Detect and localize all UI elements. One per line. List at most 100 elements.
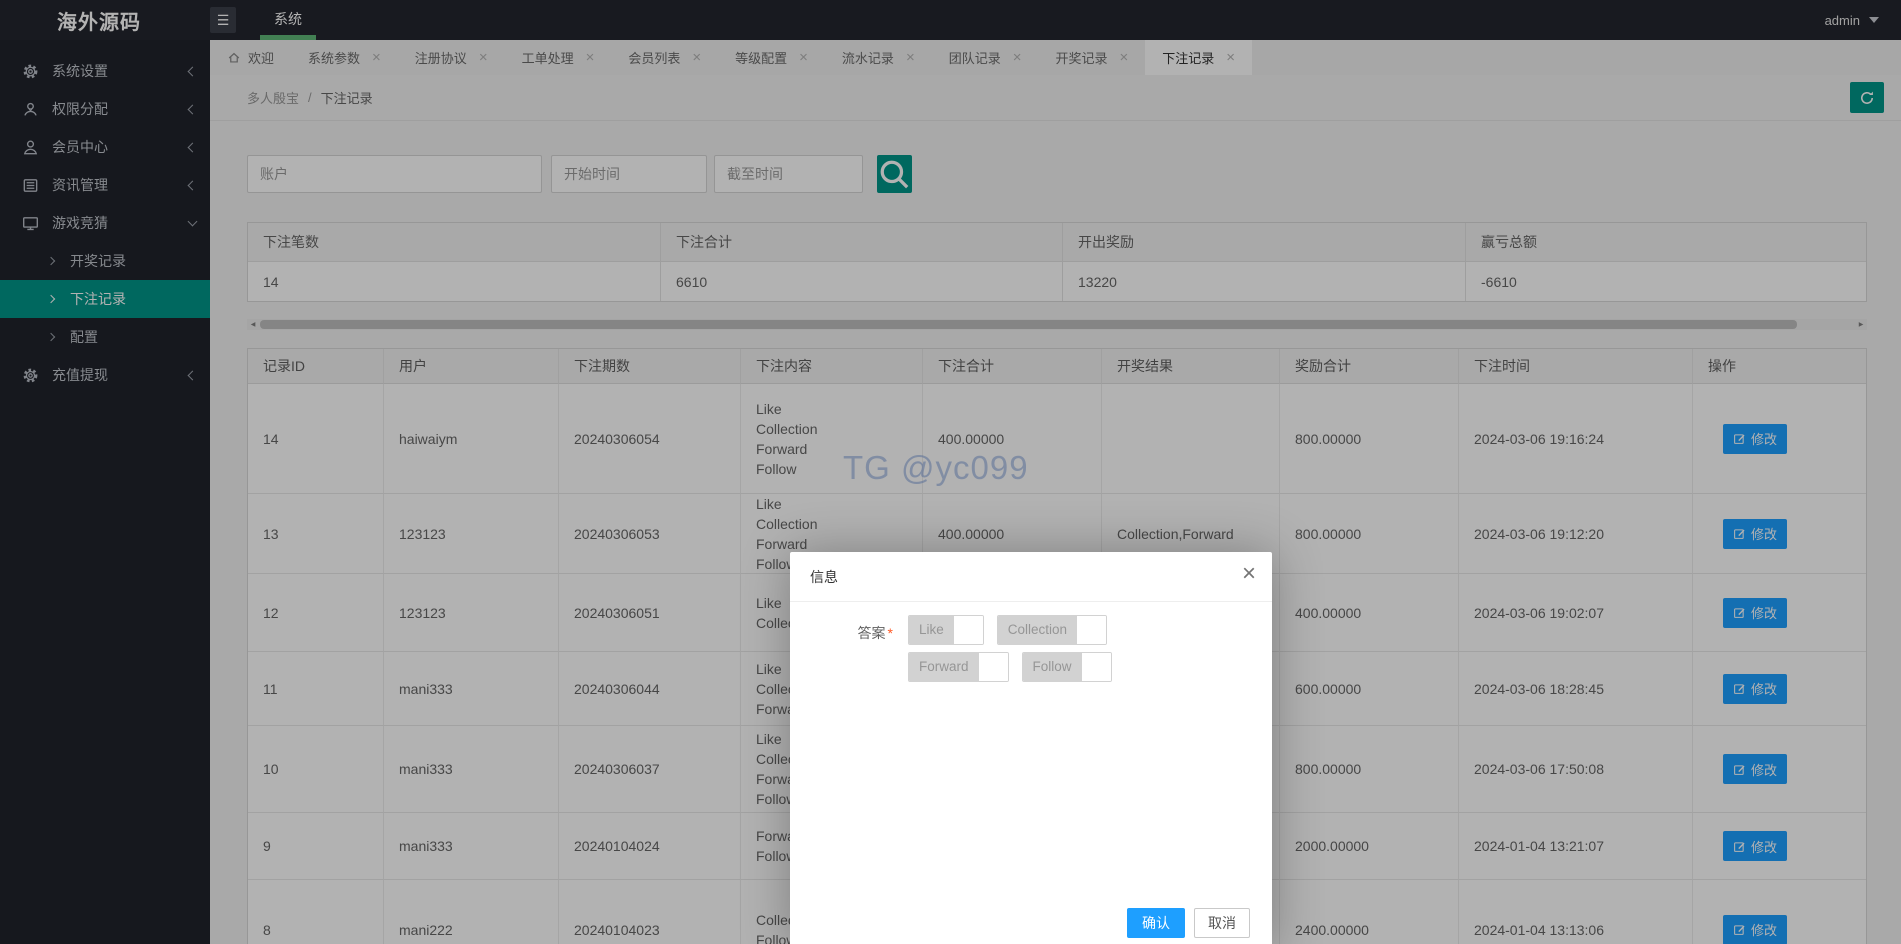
cell-period: 20240306044 — [559, 652, 741, 726]
edit-button[interactable]: 修改 — [1723, 518, 1788, 549]
edit-button[interactable]: 修改 — [1723, 831, 1788, 861]
app-logo: 海外源码 — [57, 11, 141, 34]
cancel-button[interactable]: 取消 — [1194, 908, 1250, 938]
answer-checkbox-forward[interactable]: Forward — [908, 652, 1009, 682]
edit-button[interactable]: 修改 — [1723, 914, 1788, 944]
cell-record-id: 10 — [248, 726, 384, 813]
column-header: 奖励合计 — [1280, 349, 1459, 384]
answer-checkbox-like[interactable]: Like — [908, 615, 984, 645]
cell-period: 20240306053 — [559, 494, 741, 574]
tab[interactable]: 注册协议 × — [398, 40, 505, 75]
search-button[interactable] — [877, 155, 912, 193]
sidebar-item-monitor[interactable]: 游戏竞猜 — [0, 204, 210, 242]
account-input[interactable] — [247, 155, 542, 193]
edit-icon — [1734, 764, 1745, 775]
bet-content-line: Forward — [756, 535, 808, 552]
edit-button[interactable]: 修改 — [1723, 673, 1788, 704]
tab[interactable]: 团队记录 × — [932, 40, 1039, 75]
confirm-button[interactable]: 确认 — [1127, 908, 1185, 938]
tab[interactable]: 下注记录 × — [1145, 40, 1253, 75]
answer-checkbox-follow[interactable]: Follow — [1021, 652, 1112, 682]
sidebar-subitem[interactable]: 开奖记录 — [0, 242, 210, 280]
summary-header: 下注笔数 — [248, 223, 661, 261]
cell-period: 20240306051 — [559, 574, 741, 652]
cell-actions: 修改 — [1693, 384, 1866, 494]
end-time-input[interactable] — [714, 155, 863, 193]
tab-close-icon[interactable]: × — [905, 49, 915, 66]
user-menu[interactable]: admin — [1824, 12, 1860, 28]
refresh-button[interactable] — [1850, 82, 1884, 113]
tab-close-icon[interactable]: × — [478, 49, 488, 66]
sidebar-item-user-badge[interactable]: 权限分配 — [0, 90, 210, 128]
sidebar-item-news[interactable]: 资讯管理 — [0, 166, 210, 204]
start-time-input[interactable] — [551, 155, 707, 193]
tab-close-icon[interactable]: × — [799, 49, 808, 66]
tab-label: 注册协议 — [414, 51, 467, 66]
breadcrumb-parent[interactable]: 多人殷宝 — [247, 91, 300, 106]
horizontal-scrollbar[interactable]: ◀ ▶ — [247, 319, 1867, 330]
hamburger-menu-icon[interactable]: ☰ — [210, 7, 236, 33]
table-row: 9 mani333 20240104024 Forward Follow 2000… — [248, 813, 1866, 880]
tab[interactable]: 等级配置 × — [718, 40, 825, 75]
scrollbar-thumb[interactable] — [260, 320, 1797, 329]
tab-label: 等级配置 — [735, 51, 788, 66]
sidebar-item-label: 会员中心 — [52, 139, 108, 155]
edit-icon — [1734, 684, 1745, 694]
tab-close-icon[interactable]: × — [692, 49, 702, 66]
cell-reward: 800.00000 — [1280, 494, 1459, 574]
checkbox-label: Follow — [1022, 653, 1082, 681]
tab[interactable]: 系统参数 × — [291, 40, 398, 75]
tab-label: 流水记录 — [841, 51, 894, 66]
sidebar-item-gear[interactable]: 系统设置 — [0, 52, 210, 90]
tab[interactable]: 开奖记录 × — [1038, 40, 1145, 75]
cell-actions: 修改 — [1693, 813, 1866, 880]
scroll-left-arrow-icon[interactable]: ◀ — [250, 322, 256, 328]
bet-content-line: Follow — [756, 931, 797, 944]
cell-time: 2024-01-04 13:21:07 — [1459, 813, 1693, 880]
tab-close-icon[interactable]: × — [1119, 49, 1129, 66]
tab-close-icon[interactable]: × — [372, 49, 381, 66]
edit-button-label: 修改 — [1751, 432, 1778, 447]
edit-button[interactable]: 修改 — [1723, 423, 1788, 454]
edit-button-label: 修改 — [1751, 762, 1778, 778]
checkbox-box[interactable] — [978, 653, 1008, 681]
tab-close-icon[interactable]: × — [1012, 49, 1022, 66]
table-row: 11 mani333 20240306044 Like Collection For… — [248, 652, 1866, 726]
close-icon[interactable]: × — [1241, 560, 1256, 587]
bet-content-line: Follow — [756, 848, 797, 864]
cell-reward: 2000.00000 — [1280, 813, 1459, 880]
filter-bar — [247, 155, 1867, 193]
tab-close-icon[interactable]: × — [585, 49, 595, 66]
sidebar-item-user[interactable]: 会员中心 — [0, 128, 210, 166]
tab[interactable]: 工单处理 × — [505, 40, 612, 75]
sidebar-subitem-label: 开奖记录 — [70, 253, 126, 269]
tab[interactable]: 欢迎 — [210, 40, 291, 75]
sidebar-item-label: 资讯管理 — [52, 177, 108, 193]
tab-label: 工单处理 — [521, 51, 574, 66]
checkbox-box[interactable] — [953, 616, 983, 644]
sidebar-item-label: 权限分配 — [52, 101, 108, 117]
sidebar-item-coin-gear[interactable]: 充值提现 — [0, 356, 210, 394]
sidebar-item-label: 游戏竞猜 — [52, 215, 108, 231]
tab[interactable]: 会员列表 × — [611, 40, 718, 75]
table-row: 13 123123 20240306053 Like Collection Forw… — [248, 494, 1866, 574]
breadcrumb-separator: / — [308, 90, 312, 105]
checkbox-box[interactable] — [1077, 616, 1107, 644]
edit-button[interactable]: 修改 — [1723, 597, 1788, 628]
topnav-item-system[interactable]: 系统 — [260, 0, 316, 40]
bet-content-line: Follow — [756, 460, 797, 477]
checkbox-box[interactable] — [1081, 653, 1111, 681]
scroll-right-arrow-icon[interactable]: ▶ — [1858, 322, 1864, 328]
edit-button[interactable]: 修改 — [1723, 754, 1788, 784]
tab[interactable]: 流水记录 × — [825, 40, 932, 75]
summary-value: 13220 — [1063, 261, 1466, 301]
sidebar-subitem[interactable]: 配置 — [0, 318, 210, 356]
gear-icon — [21, 62, 39, 80]
tab-close-icon[interactable]: × — [1226, 49, 1236, 66]
bet-content-line: Collection — [756, 420, 818, 437]
cell-period: 20240104023 — [559, 880, 741, 944]
cell-reward: 800.00000 — [1280, 384, 1459, 494]
cell-record-id: 11 — [248, 652, 384, 726]
answer-checkbox-collection[interactable]: Collection — [996, 615, 1108, 645]
sidebar-subitem[interactable]: 下注记录 — [0, 280, 210, 318]
